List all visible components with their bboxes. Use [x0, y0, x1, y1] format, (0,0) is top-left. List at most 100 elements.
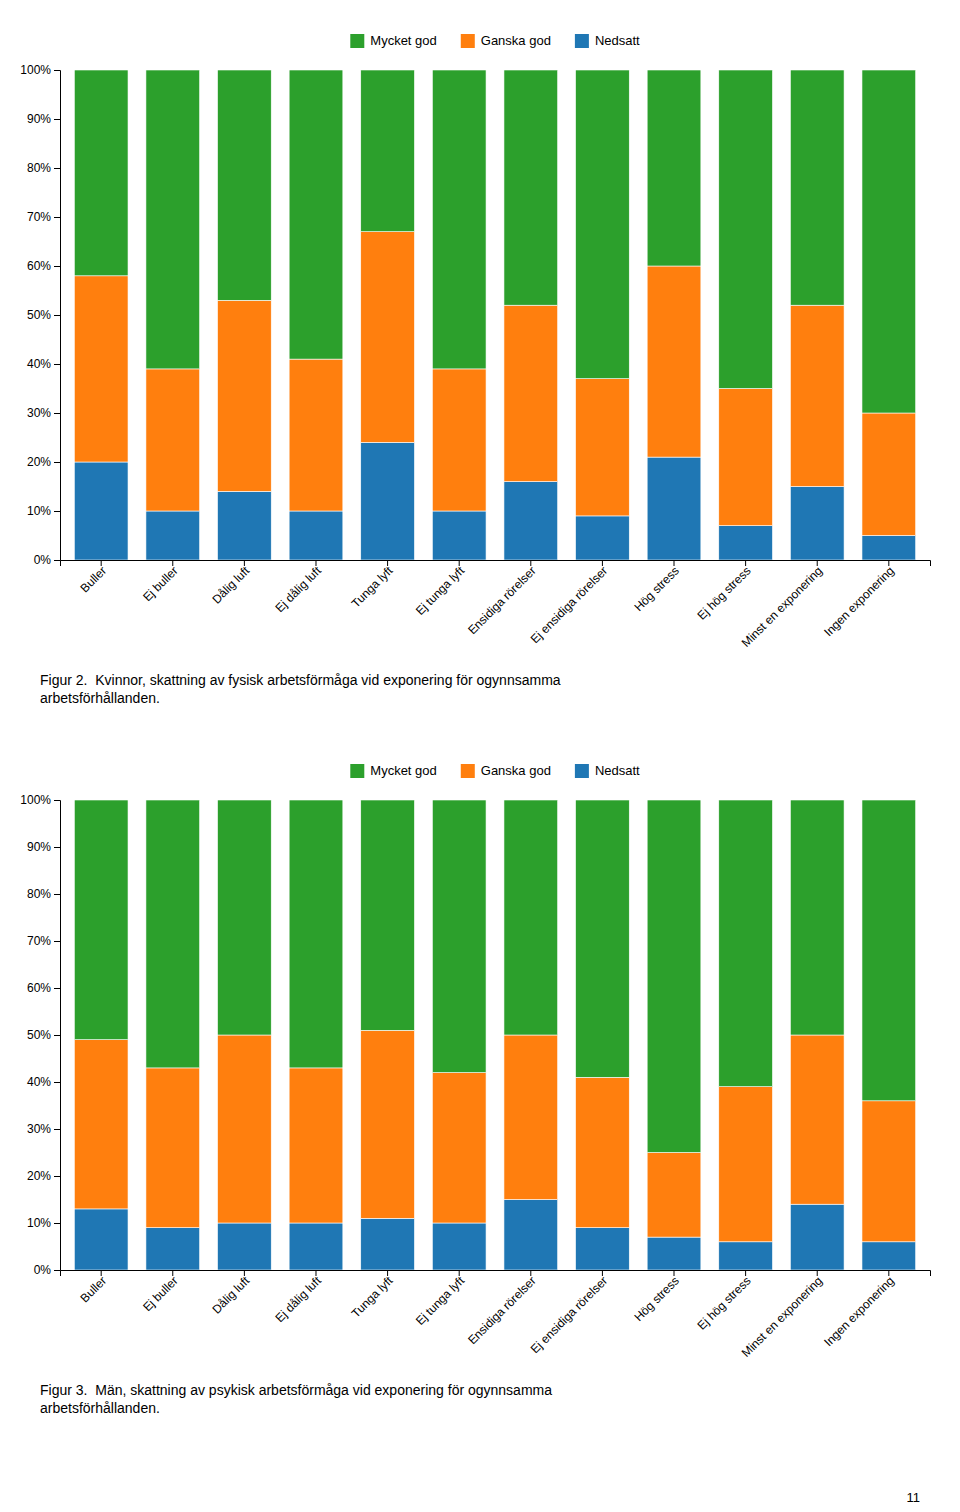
- tick-mark: [387, 560, 388, 566]
- legend-swatch: [575, 34, 589, 48]
- tick-label: Minst en exponering: [739, 564, 825, 650]
- y-tick: 50%: [27, 1028, 60, 1042]
- tick-label: Ej buller: [140, 564, 181, 605]
- tick-label: 50%: [27, 1028, 51, 1042]
- tick-mark: [817, 560, 818, 566]
- tick-mark: [54, 1223, 60, 1224]
- bar-segment: [647, 800, 701, 1153]
- tick-mark: [54, 847, 60, 848]
- axis-line: [54, 801, 61, 1271]
- bar-segment: [146, 70, 200, 369]
- x-tick: Ensidiga rörelser: [465, 1270, 539, 1347]
- tick-label: Buller: [77, 564, 109, 596]
- caption: Figur 2. Kvinnor, skattning av fysisk ar…: [40, 672, 561, 706]
- y-tick: 90%: [27, 840, 60, 854]
- tick-label: 80%: [27, 887, 51, 901]
- axis-line: [54, 71, 61, 561]
- legend-swatch: [350, 764, 364, 778]
- bar-segment: [647, 457, 701, 560]
- tick-label: Minst en exponering: [739, 1274, 825, 1360]
- tick-mark: [54, 894, 60, 895]
- bar-segment: [647, 1237, 701, 1270]
- tick-label: Ej ensidiga rörelser: [528, 1274, 611, 1357]
- bar-segment: [576, 1228, 630, 1270]
- bar-segment: [218, 1035, 272, 1223]
- bar-segment: [576, 800, 630, 1077]
- x-tick: Ej tunga lyft: [413, 560, 468, 618]
- bar-segment: [647, 266, 701, 457]
- x-tick: Ej ensidiga rörelser: [528, 560, 611, 646]
- tick-mark: [54, 1129, 60, 1130]
- tick-mark: [54, 413, 60, 414]
- tick-mark: [244, 1270, 245, 1276]
- tick-label: Dålig luft: [209, 563, 252, 606]
- x-tick: Buller: [77, 1270, 109, 1305]
- bar-segment: [432, 70, 486, 369]
- tick-label: 30%: [27, 1122, 51, 1136]
- x-tick: Ej buller: [140, 1270, 181, 1314]
- y-tick: 50%: [27, 308, 60, 322]
- tick-label: Tunga lyft: [349, 1273, 396, 1320]
- tick-mark: [745, 560, 746, 566]
- legend-swatch: [575, 764, 589, 778]
- tick-mark: [602, 1270, 603, 1276]
- legend: Mycket godGanska godNedsatt: [350, 33, 640, 48]
- tick-mark: [54, 560, 60, 561]
- tick-label: 10%: [27, 504, 51, 518]
- bars: [74, 800, 915, 1270]
- legend-item: Mycket god: [350, 33, 436, 48]
- bar-segment: [647, 1153, 701, 1238]
- bar-segment: [289, 1068, 343, 1223]
- tick-mark: [101, 560, 102, 566]
- bar-segment: [74, 276, 128, 462]
- tick-mark: [387, 1270, 388, 1276]
- tick-label: 20%: [27, 1169, 51, 1183]
- bar-segment: [361, 1030, 415, 1218]
- page: 0%10%20%30%40%50%60%70%80%90%100%BullerE…: [0, 0, 960, 1512]
- tick-mark: [459, 560, 460, 566]
- y-tick: 10%: [27, 504, 60, 518]
- y-tick: 70%: [27, 934, 60, 948]
- x-tick: Dålig luft: [209, 1270, 252, 1317]
- tick-mark: [172, 560, 173, 566]
- bar-segment: [432, 369, 486, 511]
- y-tick: 60%: [27, 259, 60, 273]
- tick-mark: [888, 560, 889, 566]
- legend-label: Ganska god: [481, 763, 551, 778]
- bar-segment: [862, 800, 916, 1101]
- axis-line: [61, 1271, 931, 1277]
- annotation: 11: [907, 1490, 921, 1505]
- bar-segment: [146, 1068, 200, 1228]
- axis-line: [61, 561, 931, 567]
- tick-mark: [54, 800, 60, 801]
- tick-label: 30%: [27, 406, 51, 420]
- tick-label: Ingen exponering: [821, 1274, 896, 1349]
- bar-segment: [719, 1242, 773, 1270]
- bar-segment: [432, 800, 486, 1073]
- x-tick: Hög stress: [631, 560, 681, 614]
- tick-label: Ej hög stress: [695, 564, 754, 623]
- tick-mark: [54, 119, 60, 120]
- bars: [74, 70, 915, 560]
- legend-label: Mycket god: [370, 763, 436, 778]
- y-tick: 80%: [27, 161, 60, 175]
- tick-mark: [172, 1270, 173, 1276]
- bar-segment: [146, 800, 200, 1068]
- bar-segment: [146, 511, 200, 560]
- x-axis: BullerEj bullerDålig luftEj dålig luftTu…: [61, 560, 931, 650]
- tick-label: Ej dålig luft: [272, 563, 324, 615]
- x-tick: Ej ensidiga rörelser: [528, 1270, 611, 1356]
- tick-label: Hög stress: [631, 564, 681, 614]
- tick-mark: [54, 168, 60, 169]
- legend-item: Nedsatt: [575, 763, 640, 778]
- y-tick: 60%: [27, 981, 60, 995]
- bar-segment: [790, 487, 844, 561]
- tick-mark: [530, 1270, 531, 1276]
- tick-label: 60%: [27, 259, 51, 273]
- bar-segment: [74, 1040, 128, 1209]
- bar-segment: [432, 1073, 486, 1223]
- tick-label: 40%: [27, 357, 51, 371]
- tick-label: 40%: [27, 1075, 51, 1089]
- x-tick: Minst en exponering: [739, 1270, 825, 1360]
- legend-label: Ganska god: [481, 33, 551, 48]
